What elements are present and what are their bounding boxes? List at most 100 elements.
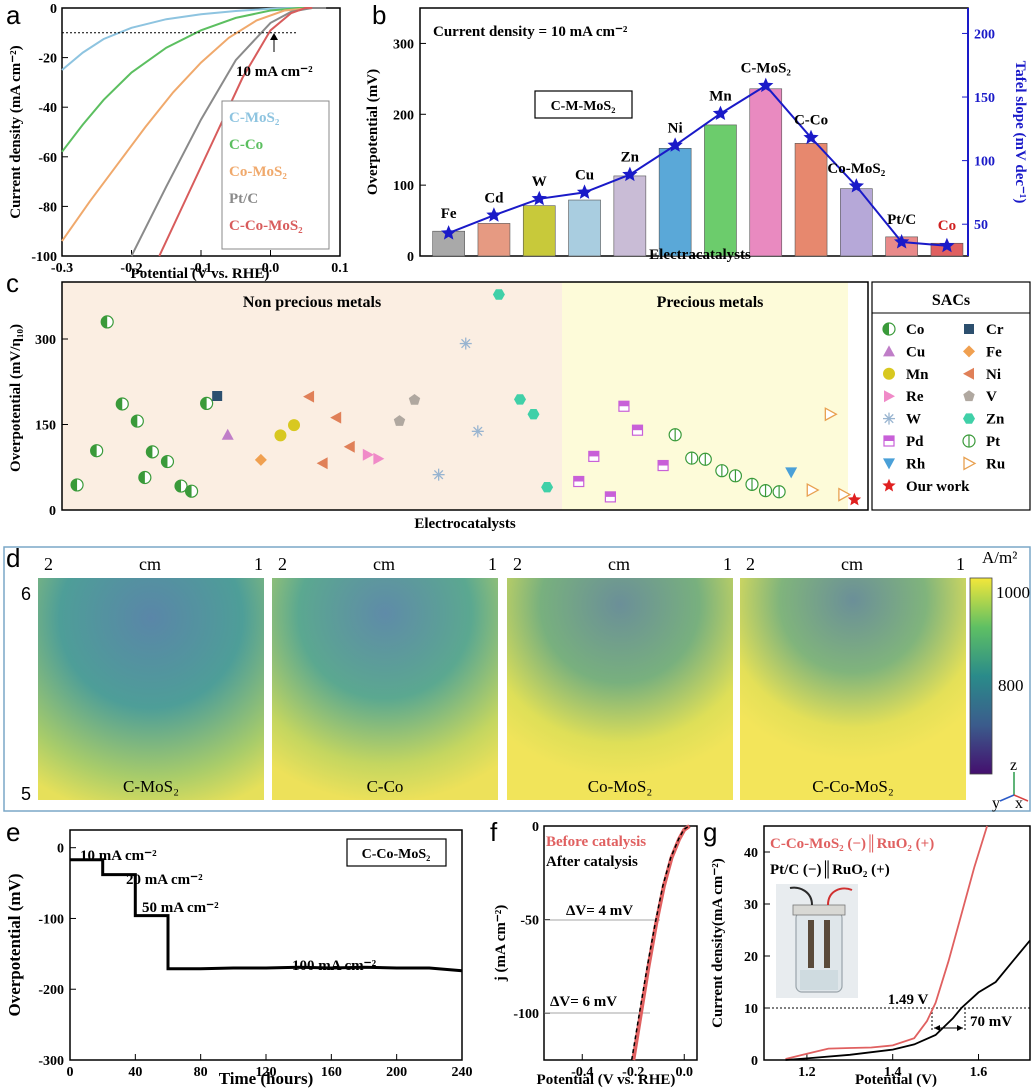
scatter-point-c — [772, 485, 786, 499]
x-tick-label-g: 1.6 — [970, 1065, 988, 1080]
y-tick-label-f: -50 — [520, 914, 539, 929]
category-label-b: Cu — [575, 167, 594, 183]
scatter-point-c — [459, 337, 472, 350]
colorbar-tick-800: 800 — [998, 676, 1024, 695]
annotation-e-20: 20 mA cm⁻² — [126, 872, 203, 888]
y-tick-label-c: 0 — [49, 504, 56, 519]
scatter-point-c — [631, 424, 644, 436]
x-tick-label-a: -0.2 — [120, 261, 142, 276]
heatmap-map-d — [38, 578, 264, 800]
marker-mn — [288, 419, 301, 432]
map-label-d: C-MoS₂ — [123, 777, 179, 796]
marker-zn — [541, 482, 554, 493]
x-tick-label-e: 160 — [321, 1065, 342, 1080]
category-label-b: C-MoS₂ — [741, 61, 792, 77]
series-line-a — [61, 7, 313, 242]
legend-entry-a: C-MoS₂ — [229, 110, 280, 126]
legend-label-c: Pt — [986, 434, 1000, 450]
legend-entry-c: V — [963, 389, 997, 405]
category-label-b: Pt/C — [887, 212, 916, 228]
marker-pd — [588, 451, 599, 457]
y-tick-label-e: -100 — [38, 912, 64, 927]
axis-y-line — [999, 794, 1015, 802]
y-tick-top-d: 6 — [21, 584, 31, 604]
ylabel-e: Overpotential (mV) — [5, 873, 24, 1016]
scatter-point-c — [588, 450, 600, 463]
legend-label-c: Mn — [906, 367, 929, 383]
legend-marker-c — [883, 323, 889, 335]
bar-b — [568, 199, 601, 257]
y2-tick-label-b: 100 — [974, 155, 995, 170]
category-label-b: Zn — [621, 150, 640, 166]
y2label-b: Tafel slope (mV dec⁻¹) — [1012, 61, 1028, 204]
x-tick-label-e: 120 — [256, 1065, 277, 1080]
legend-entry-c: Mn — [883, 367, 929, 383]
arrowhead-a — [270, 33, 278, 40]
marker-ru — [838, 487, 852, 502]
scatter-point-c — [90, 444, 104, 458]
scatter-point-c — [471, 425, 484, 438]
x-tick-label-f: -0.4 — [571, 1065, 593, 1080]
x-tick-label-f: 0.0 — [676, 1065, 694, 1080]
x-tick-label-e: 40 — [128, 1065, 142, 1080]
x-tick-label-f: -0.2 — [622, 1065, 644, 1080]
legend-entry-c: Cr — [964, 322, 1004, 338]
scatter-point-c — [408, 394, 421, 405]
scatter-point-c — [668, 428, 682, 442]
precious-region — [562, 282, 848, 510]
marker-pd — [573, 476, 584, 482]
marker-cr — [212, 391, 223, 401]
legend-entry-c: Our work — [882, 478, 970, 495]
y-tick-label-b: 0 — [407, 250, 414, 265]
y-tick-label-e: -200 — [38, 983, 64, 998]
plot-frame-c — [61, 281, 869, 511]
scatter-point-c — [288, 419, 301, 432]
series-line-a — [158, 7, 313, 257]
scatter-point-c — [303, 390, 315, 403]
legend-label-c: Zn — [986, 412, 1005, 428]
category-label-b: Co-MoS₂ — [827, 161, 885, 177]
scatter-point-c — [100, 315, 114, 329]
x-tick-left-d: 2 — [44, 554, 53, 574]
legend-g-ptc: Pt/C (−)║RuO₂ (+) — [770, 860, 890, 879]
scatter-point-c — [541, 482, 554, 493]
map-label-d: C-Co — [367, 777, 404, 796]
tafel-point-b — [576, 184, 593, 199]
scatter-point-c — [200, 396, 214, 411]
panel-label-d: d — [6, 543, 21, 573]
colorbar — [969, 577, 993, 775]
marker-cu — [221, 428, 234, 440]
x-tick-label-a: -0.1 — [190, 261, 212, 276]
legend-entry-c: Co — [882, 322, 924, 338]
series-line-g — [785, 825, 988, 1060]
bar-b — [749, 88, 783, 257]
legend-f-before: Before catalysis — [546, 834, 646, 850]
scatter-point-c — [160, 454, 175, 469]
y-tick-label-f: -100 — [513, 1007, 539, 1022]
scatter-point-c — [373, 452, 385, 465]
marker-ru — [806, 482, 820, 498]
axis-x-line — [1013, 794, 1029, 802]
marker-co — [71, 478, 78, 491]
marker-pd — [605, 491, 616, 497]
legend-marker-c — [884, 413, 894, 424]
bar-b — [477, 223, 511, 257]
scatter-point-c — [838, 487, 852, 502]
y-tick-label-b: 100 — [393, 179, 414, 194]
tafel-point-b — [803, 129, 819, 145]
category-label-b: Fe — [441, 206, 457, 222]
series-line-g — [785, 939, 1031, 1061]
x-tick-left-d: 2 — [513, 554, 522, 574]
xlabel-g: Potential (V) — [855, 1072, 937, 1088]
legend-label-c: Our work — [906, 479, 970, 495]
x-tick-label-a: 0.0 — [262, 261, 280, 276]
plot-frame-f — [543, 825, 698, 1061]
scatter-point-c — [212, 391, 223, 401]
x-tick-label-e: 200 — [386, 1065, 407, 1080]
x-unit-d: cm — [608, 554, 630, 574]
marker-pd — [618, 401, 629, 407]
x-tick-label-g: 1.2 — [798, 1065, 816, 1080]
photo-electrolyzer — [776, 884, 858, 998]
